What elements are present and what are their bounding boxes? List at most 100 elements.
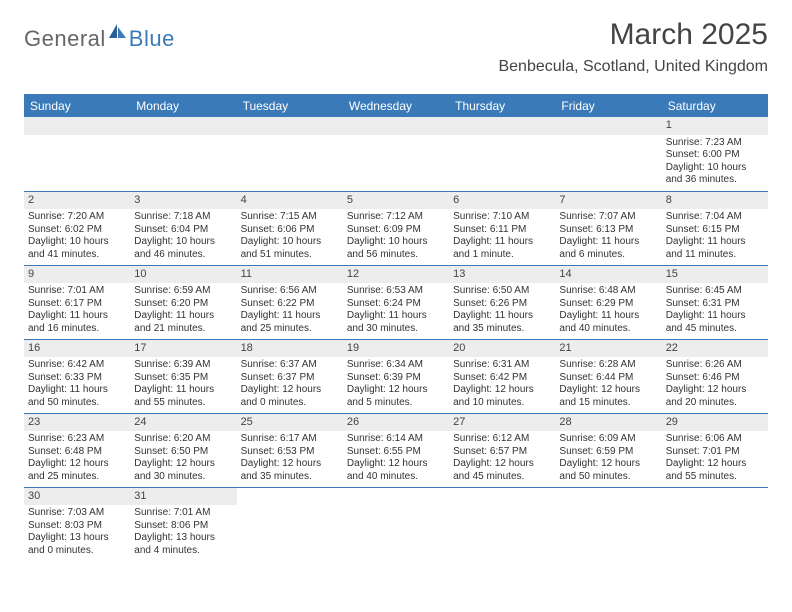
day-number-bar: 12 xyxy=(343,266,449,284)
day-detail: Sunrise: 6:31 AMSunset: 6:42 PMDaylight:… xyxy=(449,357,555,412)
day-header: Sunday xyxy=(24,95,130,118)
calendar-week: 16Sunrise: 6:42 AMSunset: 6:33 PMDayligh… xyxy=(24,339,768,413)
day-header: Saturday xyxy=(662,95,768,118)
day-number-bar: 10 xyxy=(130,266,236,284)
calendar-cell: 1Sunrise: 7:23 AMSunset: 6:00 PMDaylight… xyxy=(662,117,768,191)
day-number-bar: 13 xyxy=(449,266,555,284)
calendar-cell xyxy=(343,117,449,191)
calendar-cell: 2Sunrise: 7:20 AMSunset: 6:02 PMDaylight… xyxy=(24,191,130,265)
day-number-bar: 22 xyxy=(662,340,768,358)
day-header: Thursday xyxy=(449,95,555,118)
calendar-week: 2Sunrise: 7:20 AMSunset: 6:02 PMDaylight… xyxy=(24,191,768,265)
day-number-bar: 3 xyxy=(130,192,236,210)
day-detail: Sunrise: 6:26 AMSunset: 6:46 PMDaylight:… xyxy=(662,357,768,412)
calendar-cell: 29Sunrise: 6:06 AMSunset: 7:01 PMDayligh… xyxy=(662,413,768,487)
calendar-cell: 3Sunrise: 7:18 AMSunset: 6:04 PMDaylight… xyxy=(130,191,236,265)
day-detail: Sunrise: 6:23 AMSunset: 6:48 PMDaylight:… xyxy=(24,431,130,486)
day-detail: Sunrise: 6:50 AMSunset: 6:26 PMDaylight:… xyxy=(449,283,555,338)
calendar-week: 23Sunrise: 6:23 AMSunset: 6:48 PMDayligh… xyxy=(24,413,768,487)
calendar-week: 30Sunrise: 7:03 AMSunset: 8:03 PMDayligh… xyxy=(24,487,768,560)
calendar-body: 1Sunrise: 7:23 AMSunset: 6:00 PMDaylight… xyxy=(24,117,768,560)
calendar-cell: 15Sunrise: 6:45 AMSunset: 6:31 PMDayligh… xyxy=(662,265,768,339)
calendar-cell: 27Sunrise: 6:12 AMSunset: 6:57 PMDayligh… xyxy=(449,413,555,487)
day-number-bar: 26 xyxy=(343,414,449,432)
day-number-bar: 11 xyxy=(237,266,343,284)
day-detail: Sunrise: 6:39 AMSunset: 6:35 PMDaylight:… xyxy=(130,357,236,412)
day-detail: Sunrise: 7:15 AMSunset: 6:06 PMDaylight:… xyxy=(237,209,343,264)
calendar-cell xyxy=(237,117,343,191)
calendar-cell: 30Sunrise: 7:03 AMSunset: 8:03 PMDayligh… xyxy=(24,487,130,560)
calendar-cell: 20Sunrise: 6:31 AMSunset: 6:42 PMDayligh… xyxy=(449,339,555,413)
calendar-cell: 7Sunrise: 7:07 AMSunset: 6:13 PMDaylight… xyxy=(555,191,661,265)
day-number-bar: 15 xyxy=(662,266,768,284)
day-detail: Sunrise: 6:56 AMSunset: 6:22 PMDaylight:… xyxy=(237,283,343,338)
day-number-bar: 6 xyxy=(449,192,555,210)
calendar-cell: 31Sunrise: 7:01 AMSunset: 8:06 PMDayligh… xyxy=(130,487,236,560)
calendar-cell: 4Sunrise: 7:15 AMSunset: 6:06 PMDaylight… xyxy=(237,191,343,265)
calendar-cell: 8Sunrise: 7:04 AMSunset: 6:15 PMDaylight… xyxy=(662,191,768,265)
day-number-bar: 14 xyxy=(555,266,661,284)
day-header: Tuesday xyxy=(237,95,343,118)
calendar-cell xyxy=(237,487,343,560)
location-subtitle: Benbecula, Scotland, United Kingdom xyxy=(498,58,768,76)
day-number-bar: 29 xyxy=(662,414,768,432)
day-number-bar: 19 xyxy=(343,340,449,358)
day-number-bar: 31 xyxy=(130,488,236,506)
calendar-table: SundayMondayTuesdayWednesdayThursdayFrid… xyxy=(24,94,768,560)
day-detail: Sunrise: 6:28 AMSunset: 6:44 PMDaylight:… xyxy=(555,357,661,412)
day-detail: Sunrise: 7:18 AMSunset: 6:04 PMDaylight:… xyxy=(130,209,236,264)
day-detail: Sunrise: 7:20 AMSunset: 6:02 PMDaylight:… xyxy=(24,209,130,264)
header: General Blue March 2025 Benbecula, Scotl… xyxy=(24,18,768,88)
day-number-bar: 4 xyxy=(237,192,343,210)
calendar-cell: 18Sunrise: 6:37 AMSunset: 6:37 PMDayligh… xyxy=(237,339,343,413)
day-detail: Sunrise: 6:20 AMSunset: 6:50 PMDaylight:… xyxy=(130,431,236,486)
day-detail: Sunrise: 6:09 AMSunset: 6:59 PMDaylight:… xyxy=(555,431,661,486)
calendar-cell: 24Sunrise: 6:20 AMSunset: 6:50 PMDayligh… xyxy=(130,413,236,487)
day-header: Wednesday xyxy=(343,95,449,118)
day-number-bar: 17 xyxy=(130,340,236,358)
day-number-bar: 20 xyxy=(449,340,555,358)
day-number-bar: 9 xyxy=(24,266,130,284)
sail-icon xyxy=(107,22,127,40)
calendar-cell xyxy=(24,117,130,191)
calendar-cell xyxy=(449,487,555,560)
calendar-cell xyxy=(555,117,661,191)
calendar-cell: 21Sunrise: 6:28 AMSunset: 6:44 PMDayligh… xyxy=(555,339,661,413)
day-detail: Sunrise: 7:01 AMSunset: 6:17 PMDaylight:… xyxy=(24,283,130,338)
page-title: March 2025 xyxy=(498,18,768,52)
logo: General Blue xyxy=(24,26,175,52)
calendar-cell xyxy=(449,117,555,191)
day-detail: Sunrise: 6:37 AMSunset: 6:37 PMDaylight:… xyxy=(237,357,343,412)
day-detail: Sunrise: 7:01 AMSunset: 8:06 PMDaylight:… xyxy=(130,505,236,560)
day-number-bar xyxy=(130,117,236,135)
calendar-cell: 22Sunrise: 6:26 AMSunset: 6:46 PMDayligh… xyxy=(662,339,768,413)
day-number-bar xyxy=(237,117,343,135)
day-detail: Sunrise: 7:23 AMSunset: 6:00 PMDaylight:… xyxy=(662,135,768,190)
calendar-week: 9Sunrise: 7:01 AMSunset: 6:17 PMDaylight… xyxy=(24,265,768,339)
calendar-week: 1Sunrise: 7:23 AMSunset: 6:00 PMDaylight… xyxy=(24,117,768,191)
calendar-cell: 12Sunrise: 6:53 AMSunset: 6:24 PMDayligh… xyxy=(343,265,449,339)
calendar-cell: 10Sunrise: 6:59 AMSunset: 6:20 PMDayligh… xyxy=(130,265,236,339)
calendar-cell xyxy=(555,487,661,560)
day-detail: Sunrise: 7:07 AMSunset: 6:13 PMDaylight:… xyxy=(555,209,661,264)
calendar-cell: 5Sunrise: 7:12 AMSunset: 6:09 PMDaylight… xyxy=(343,191,449,265)
day-number-bar: 23 xyxy=(24,414,130,432)
logo-text-general: General xyxy=(24,26,106,52)
calendar-cell: 23Sunrise: 6:23 AMSunset: 6:48 PMDayligh… xyxy=(24,413,130,487)
day-detail: Sunrise: 7:03 AMSunset: 8:03 PMDaylight:… xyxy=(24,505,130,560)
day-detail: Sunrise: 6:12 AMSunset: 6:57 PMDaylight:… xyxy=(449,431,555,486)
calendar-cell: 14Sunrise: 6:48 AMSunset: 6:29 PMDayligh… xyxy=(555,265,661,339)
day-number-bar: 25 xyxy=(237,414,343,432)
day-number-bar xyxy=(449,117,555,135)
title-block: March 2025 Benbecula, Scotland, United K… xyxy=(498,18,768,76)
calendar-cell: 28Sunrise: 6:09 AMSunset: 6:59 PMDayligh… xyxy=(555,413,661,487)
calendar-cell: 11Sunrise: 6:56 AMSunset: 6:22 PMDayligh… xyxy=(237,265,343,339)
day-number-bar: 5 xyxy=(343,192,449,210)
day-header: Monday xyxy=(130,95,236,118)
day-detail: Sunrise: 6:34 AMSunset: 6:39 PMDaylight:… xyxy=(343,357,449,412)
day-detail: Sunrise: 6:42 AMSunset: 6:33 PMDaylight:… xyxy=(24,357,130,412)
logo-text-blue: Blue xyxy=(129,26,175,52)
calendar-cell: 26Sunrise: 6:14 AMSunset: 6:55 PMDayligh… xyxy=(343,413,449,487)
calendar-cell: 6Sunrise: 7:10 AMSunset: 6:11 PMDaylight… xyxy=(449,191,555,265)
day-number-bar: 24 xyxy=(130,414,236,432)
